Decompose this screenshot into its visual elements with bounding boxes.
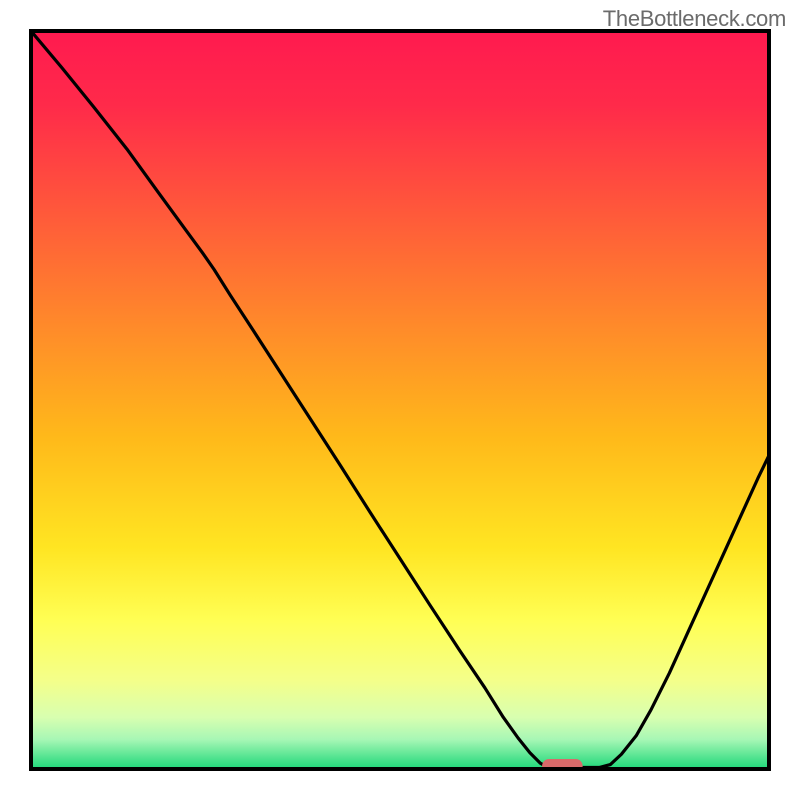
bottleneck-chart	[0, 0, 800, 800]
chart-container: TheBottleneck.com	[0, 0, 800, 800]
watermark-text: TheBottleneck.com	[603, 6, 786, 32]
gradient-background	[31, 31, 769, 769]
